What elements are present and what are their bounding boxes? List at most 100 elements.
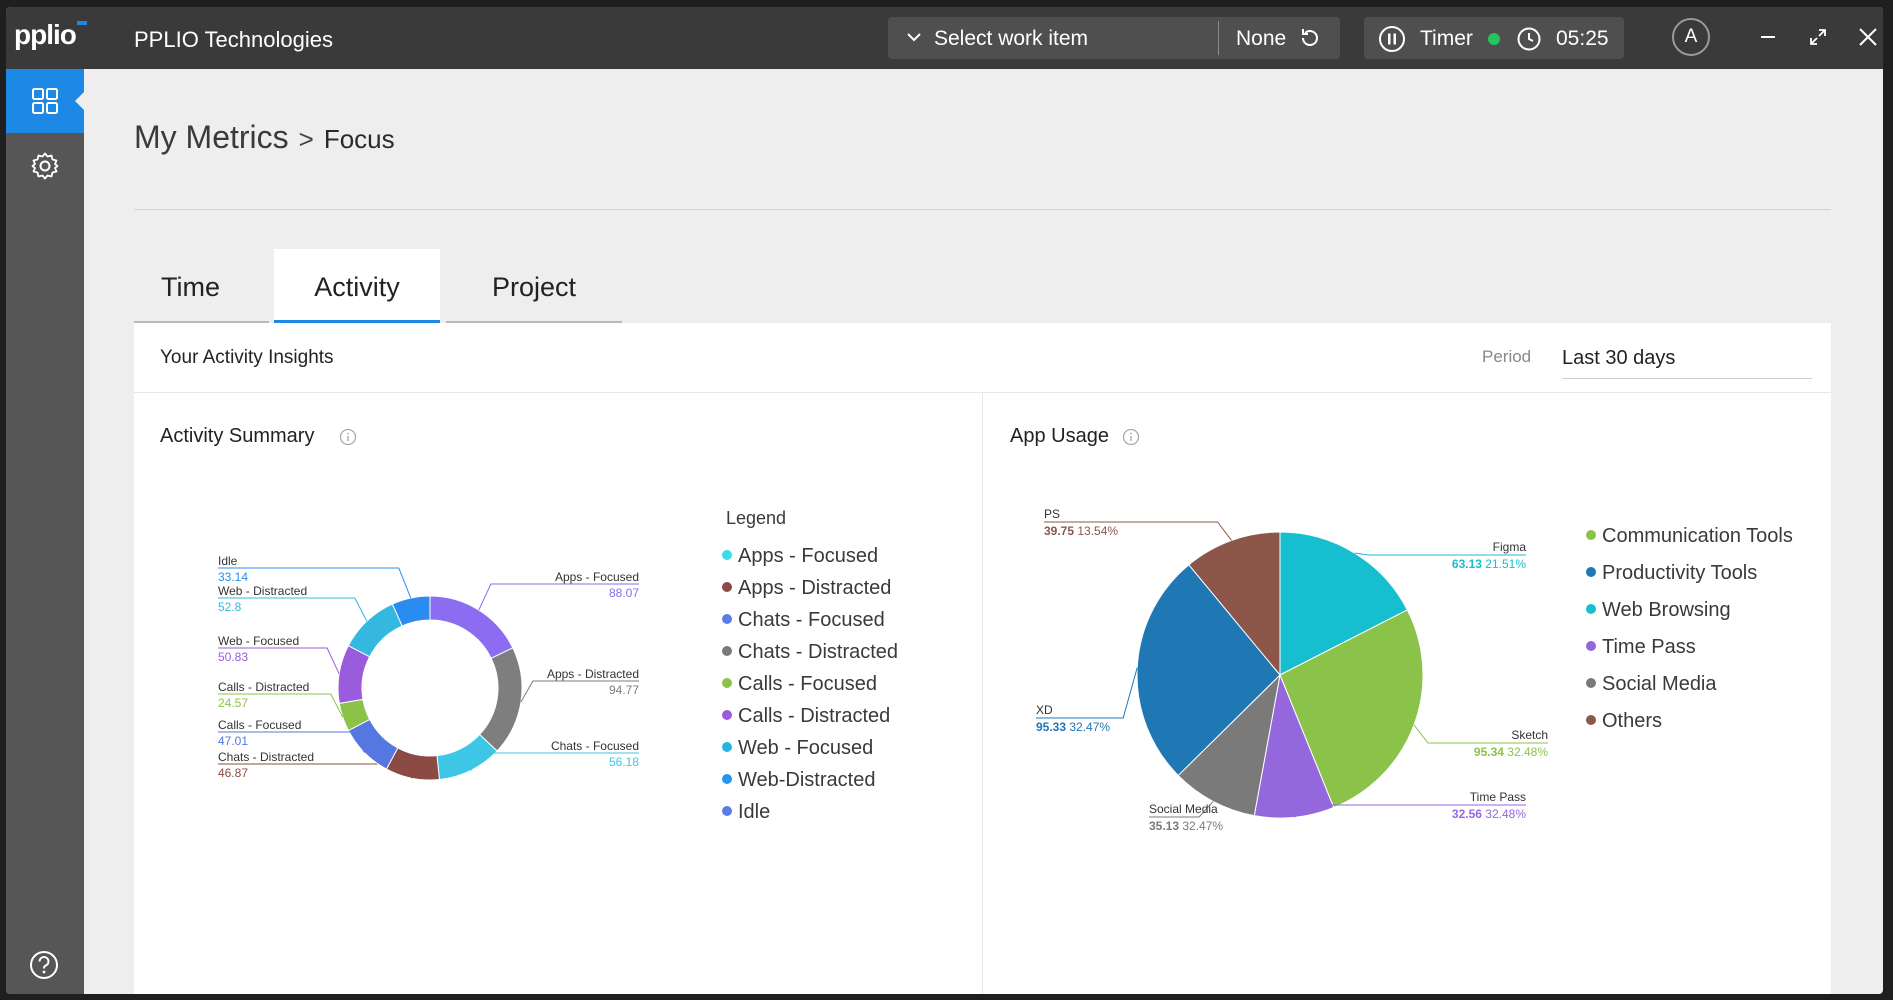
- slice-value: 63.13 21.51%: [1452, 557, 1526, 571]
- breadcrumb: My Metrics > Focus: [134, 119, 395, 156]
- legend-title: Legend: [726, 508, 787, 528]
- sidebar-item-dashboard[interactable]: [6, 69, 85, 133]
- legend-item-calls-distracted[interactable]: Calls - Distracted: [722, 705, 890, 728]
- period-label: Period: [1482, 347, 1532, 366]
- legend-label: Web-Distracted: [738, 769, 876, 791]
- leader-line: [218, 731, 365, 753]
- pause-icon[interactable]: [1378, 25, 1406, 53]
- minimize-icon[interactable]: [1756, 25, 1780, 49]
- slice-value: 94.77: [609, 683, 639, 697]
- slice-label: Web - Distracted: [218, 584, 307, 598]
- leader-line: [218, 763, 413, 779]
- legend-label: Productivity Tools: [1602, 562, 1758, 584]
- clock-icon: [1517, 27, 1541, 51]
- legend-label: Communication Tools: [1602, 525, 1793, 547]
- legend-item-web-browsing[interactable]: Web Browsing: [1586, 599, 1731, 622]
- legend-item-chats-focused[interactable]: Chats - Focused: [722, 609, 885, 632]
- leader-line: [1294, 804, 1526, 818]
- legend-item-productivity-tools[interactable]: Productivity Tools: [1586, 562, 1757, 585]
- slice-value: 33.14: [218, 570, 248, 584]
- donut-slice-apps-distracted[interactable]: [478, 647, 523, 752]
- avatar[interactable]: A: [1672, 18, 1710, 56]
- slice-value: 32.56 32.48%: [1452, 807, 1526, 821]
- donut-slice-idle[interactable]: [391, 595, 431, 627]
- activity-summary-title: Activity Summary: [160, 425, 315, 447]
- legend-item-apps-focused[interactable]: Apps - Focused: [722, 545, 878, 568]
- legend-label: Calls - Distracted: [738, 705, 891, 727]
- leader-line: [478, 583, 639, 611]
- leader-line: [1044, 521, 1232, 541]
- divider: [1218, 21, 1219, 55]
- donut-slice-web-distracted[interactable]: [347, 603, 403, 658]
- slice-label: Idle: [218, 554, 238, 568]
- legend-swatch: [722, 582, 732, 592]
- slice-value: 88.07: [609, 586, 639, 600]
- donut-slice-apps-focused[interactable]: [429, 595, 514, 660]
- help-icon[interactable]: [28, 949, 60, 981]
- work-item-placeholder[interactable]: Select work item: [934, 27, 1089, 50]
- legend-item-web-focused[interactable]: Web - Focused: [722, 737, 873, 760]
- legend-swatch: [722, 806, 732, 816]
- legend-swatch: [722, 742, 732, 752]
- legend-item-communication-tools[interactable]: Communication Tools: [1586, 525, 1793, 548]
- slice-value: 47.01: [218, 734, 248, 748]
- title-bar: pplio PPLIO Technologies Select work ite…: [6, 7, 1883, 69]
- divider: [982, 393, 983, 994]
- slice-label: Sketch: [1511, 728, 1548, 742]
- charts-canvas: Apps - Focused 88.07 Apps - Distracted 94.7…: [218, 507, 1548, 833]
- tab-time[interactable]: Time: [134, 249, 269, 323]
- slice-label: Apps - Focused: [555, 570, 639, 584]
- legend-label: Apps - Distracted: [738, 577, 892, 599]
- slice-value: 46.87: [218, 766, 248, 780]
- legend-swatch: [722, 678, 732, 688]
- legend-swatch: [1586, 715, 1596, 725]
- slice-label: Time Pass: [1470, 790, 1526, 804]
- legend-label: Calls - Focused: [738, 673, 877, 695]
- legend-item-apps-distracted[interactable]: Apps - Distracted: [722, 577, 891, 600]
- slice-label: Social Media: [1149, 802, 1218, 816]
- leader-line: [1413, 724, 1548, 744]
- leader-line: [1036, 667, 1138, 719]
- active-indicator: [75, 91, 85, 111]
- leader-line: [218, 567, 412, 599]
- slice-label: Chats - Focused: [551, 739, 639, 753]
- legend-swatch: [722, 710, 732, 720]
- legend-item-time-pass[interactable]: Time Pass: [1586, 636, 1696, 659]
- period-select[interactable]: Last 30 days: [1562, 343, 1812, 379]
- timer-control: Timer 05:25: [1364, 17, 1624, 59]
- tab-project[interactable]: Project: [446, 249, 622, 323]
- panel-header: Your Activity Insights Period Last 30 da…: [134, 323, 1831, 393]
- info-icon[interactable]: [339, 428, 357, 446]
- slice-value: 39.75 13.54%: [1044, 524, 1118, 538]
- legend-item-idle[interactable]: Idle: [722, 801, 770, 824]
- legend-item-others[interactable]: Others: [1586, 710, 1662, 733]
- leader-line: [1149, 801, 1214, 818]
- legend-item-web-distracted[interactable]: Web-Distracted: [722, 769, 875, 792]
- legend-label: Idle: [738, 801, 771, 823]
- slice-label: Chats - Distracted: [218, 750, 314, 764]
- maximize-icon[interactable]: [1806, 25, 1830, 49]
- grid-icon: [32, 88, 58, 114]
- leader-line: [470, 752, 639, 771]
- app-usage-title: App Usage: [1010, 425, 1109, 447]
- pie-slice-social-media[interactable]: [1177, 673, 1281, 817]
- work-item-selector[interactable]: Select work item None: [888, 17, 1340, 59]
- legend-item-social-media[interactable]: Social Media: [1586, 673, 1717, 696]
- breadcrumb-parent[interactable]: My Metrics: [134, 119, 289, 155]
- tab-activity[interactable]: Activity: [274, 249, 440, 323]
- slice-label: XD: [1036, 703, 1053, 717]
- refresh-icon[interactable]: [1298, 26, 1322, 50]
- slice-label: PS: [1044, 507, 1060, 521]
- info-icon[interactable]: [1122, 428, 1140, 446]
- gear-icon[interactable]: [30, 151, 60, 181]
- leader-line: [520, 680, 639, 703]
- legend-label: Social Media: [1602, 673, 1717, 695]
- pplio-logo: pplio: [14, 19, 87, 51]
- slice-value: 95.33 32.47%: [1036, 720, 1110, 734]
- app-window: pplio PPLIO Technologies Select work ite…: [6, 7, 1883, 994]
- legend-swatch: [1586, 567, 1596, 577]
- close-icon[interactable]: [1856, 25, 1880, 49]
- legend-item-calls-focused[interactable]: Calls - Focused: [722, 673, 877, 696]
- org-name: PPLIO Technologies: [134, 27, 333, 52]
- legend-item-chats-distracted[interactable]: Chats - Distracted: [722, 641, 898, 664]
